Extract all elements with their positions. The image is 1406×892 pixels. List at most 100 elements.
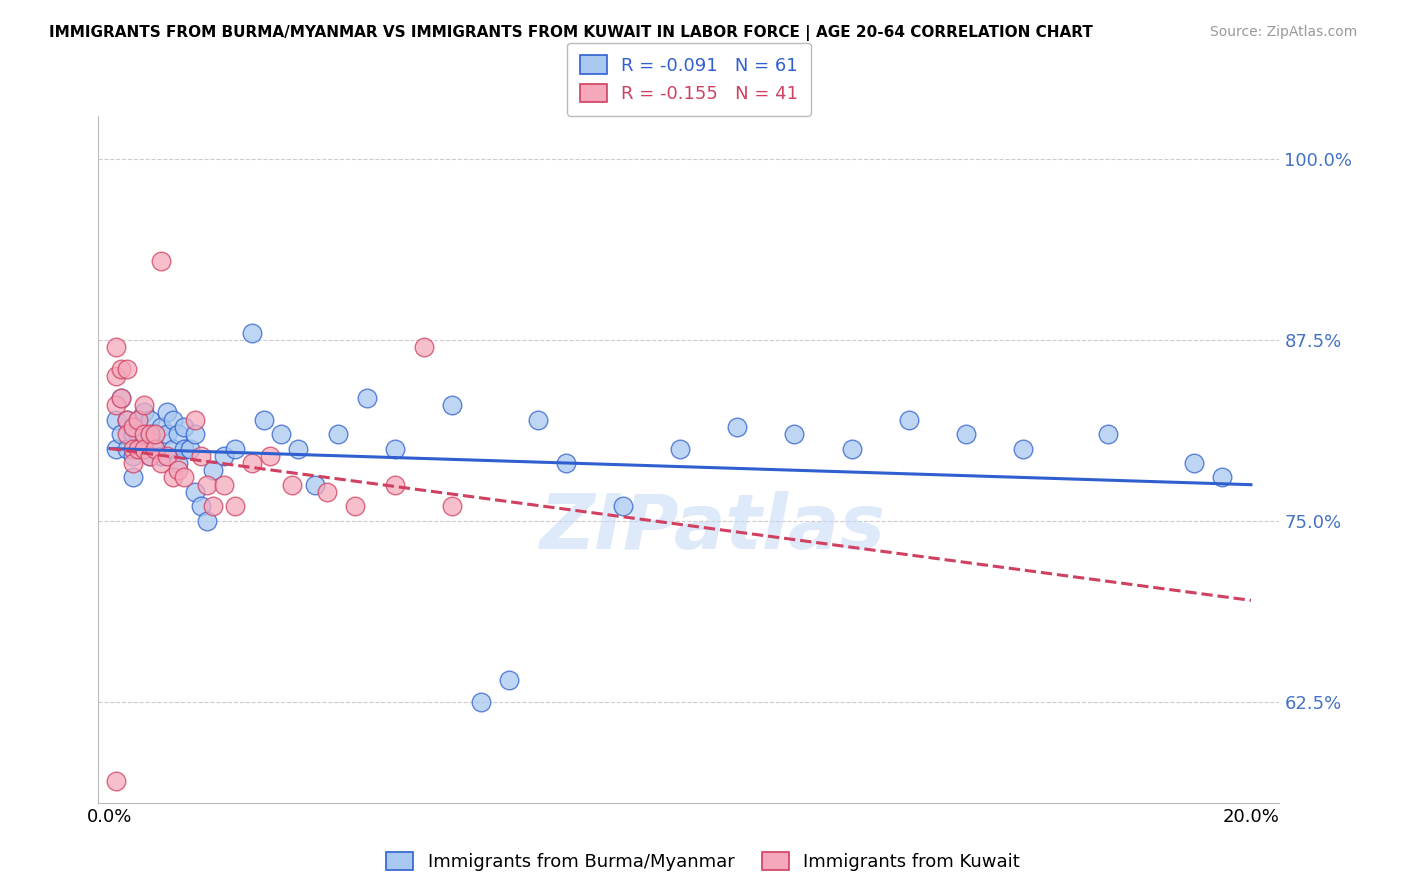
- Point: [139, 427, 162, 442]
- Point: [115, 412, 138, 426]
- Point: [224, 442, 246, 456]
- Point: [132, 442, 155, 456]
- Point: [156, 427, 179, 442]
- Point: [498, 673, 520, 687]
- Point: [304, 477, 326, 491]
- Point: [127, 427, 149, 442]
- Point: [115, 362, 138, 376]
- Point: [162, 412, 184, 426]
- Point: [184, 484, 207, 499]
- Point: [315, 484, 337, 499]
- Point: [145, 427, 167, 442]
- Point: [1182, 456, 1205, 470]
- Point: [150, 456, 173, 470]
- Point: [242, 326, 264, 340]
- Point: [1211, 470, 1233, 484]
- Point: [344, 500, 367, 514]
- Point: [104, 412, 127, 426]
- Legend: R = -0.091   N = 61, R = -0.155   N = 41: R = -0.091 N = 61, R = -0.155 N = 41: [567, 43, 811, 116]
- Point: [270, 427, 292, 442]
- Point: [145, 427, 167, 442]
- Point: [195, 514, 218, 528]
- Point: [162, 442, 184, 456]
- Point: [555, 456, 578, 470]
- Point: [132, 398, 155, 412]
- Point: [121, 427, 143, 442]
- Point: [121, 442, 143, 456]
- Point: [287, 442, 309, 456]
- Point: [127, 412, 149, 426]
- Point: [201, 500, 224, 514]
- Point: [139, 449, 162, 463]
- Point: [145, 442, 167, 456]
- Point: [121, 449, 143, 463]
- Point: [156, 405, 179, 419]
- Point: [1097, 427, 1119, 442]
- Point: [1011, 442, 1033, 456]
- Point: [132, 405, 155, 419]
- Point: [281, 477, 304, 491]
- Point: [104, 774, 127, 789]
- Point: [150, 420, 173, 434]
- Point: [110, 391, 132, 405]
- Point: [441, 500, 464, 514]
- Point: [132, 442, 155, 456]
- Point: [179, 442, 201, 456]
- Point: [184, 427, 207, 442]
- Point: [725, 420, 748, 434]
- Point: [139, 427, 162, 442]
- Point: [145, 442, 167, 456]
- Point: [184, 412, 207, 426]
- Point: [132, 427, 155, 442]
- Point: [526, 412, 548, 426]
- Point: [104, 398, 127, 412]
- Point: [139, 412, 162, 426]
- Point: [139, 449, 162, 463]
- Point: [242, 456, 264, 470]
- Point: [841, 442, 863, 456]
- Point: [441, 398, 464, 412]
- Point: [127, 442, 149, 456]
- Point: [201, 463, 224, 477]
- Point: [115, 442, 138, 456]
- Point: [127, 412, 149, 426]
- Point: [104, 442, 127, 456]
- Point: [121, 420, 143, 434]
- Point: [104, 369, 127, 384]
- Point: [224, 500, 246, 514]
- Point: [259, 449, 281, 463]
- Point: [115, 427, 138, 442]
- Point: [212, 477, 235, 491]
- Point: [115, 412, 138, 426]
- Point: [173, 470, 195, 484]
- Point: [110, 362, 132, 376]
- Point: [955, 427, 977, 442]
- Point: [167, 456, 190, 470]
- Point: [190, 500, 212, 514]
- Text: ZIPatlas: ZIPatlas: [540, 491, 886, 565]
- Legend: Immigrants from Burma/Myanmar, Immigrants from Kuwait: Immigrants from Burma/Myanmar, Immigrant…: [380, 845, 1026, 879]
- Text: IMMIGRANTS FROM BURMA/MYANMAR VS IMMIGRANTS FROM KUWAIT IN LABOR FORCE | AGE 20-: IMMIGRANTS FROM BURMA/MYANMAR VS IMMIGRA…: [49, 25, 1092, 41]
- Point: [384, 477, 406, 491]
- Point: [167, 427, 190, 442]
- Point: [612, 500, 634, 514]
- Point: [253, 412, 276, 426]
- Point: [212, 449, 235, 463]
- Point: [897, 412, 920, 426]
- Point: [470, 695, 492, 709]
- Point: [127, 442, 149, 456]
- Point: [412, 340, 434, 354]
- Point: [121, 470, 143, 484]
- Point: [356, 391, 378, 405]
- Point: [669, 442, 692, 456]
- Point: [150, 449, 173, 463]
- Point: [195, 477, 218, 491]
- Point: [326, 427, 349, 442]
- Text: Source: ZipAtlas.com: Source: ZipAtlas.com: [1209, 25, 1357, 39]
- Point: [150, 253, 173, 268]
- Point: [167, 463, 190, 477]
- Point: [783, 427, 806, 442]
- Point: [110, 391, 132, 405]
- Point: [173, 442, 195, 456]
- Point: [173, 420, 195, 434]
